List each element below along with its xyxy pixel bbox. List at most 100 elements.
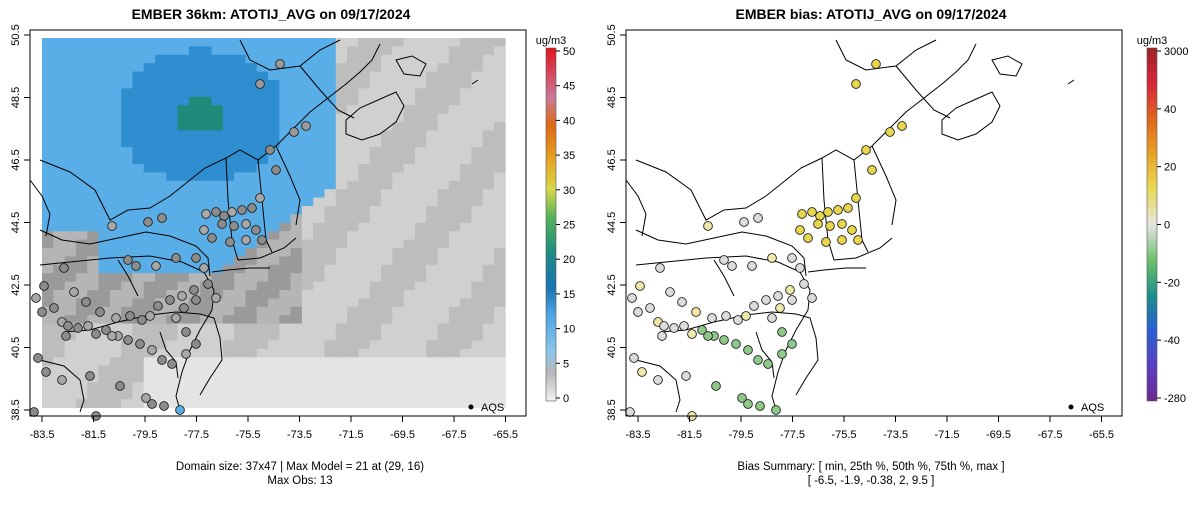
grid-cell bbox=[279, 231, 291, 240]
grid-cell bbox=[188, 365, 201, 375]
grid-cell bbox=[155, 365, 167, 375]
grid-cell bbox=[279, 138, 291, 148]
grid-cell bbox=[426, 323, 438, 333]
station-point bbox=[659, 321, 669, 331]
grid-cell bbox=[64, 222, 77, 232]
grid-cell bbox=[53, 147, 65, 156]
grid-cell bbox=[53, 130, 65, 140]
grid-cell bbox=[358, 46, 371, 56]
grid-cell bbox=[256, 189, 269, 198]
grid-cell bbox=[347, 332, 359, 341]
station-point bbox=[153, 301, 163, 311]
grid-cell bbox=[460, 239, 472, 249]
grid-cell bbox=[460, 180, 472, 190]
grid-cell bbox=[403, 298, 416, 308]
grid-cell bbox=[109, 46, 122, 56]
grid-cell bbox=[121, 306, 133, 316]
grid-cell bbox=[268, 231, 280, 240]
grid-cell bbox=[75, 138, 88, 148]
grid-cell bbox=[482, 63, 495, 72]
station-point bbox=[59, 263, 69, 273]
station-point bbox=[255, 79, 265, 89]
grid-cell bbox=[426, 63, 438, 72]
grid-cell bbox=[143, 264, 156, 274]
grid-cell bbox=[403, 306, 416, 316]
grid-cell bbox=[268, 281, 280, 291]
grid-cell bbox=[335, 281, 348, 291]
grid-cell bbox=[143, 180, 156, 190]
grid-cell bbox=[222, 88, 235, 98]
grid-cell bbox=[426, 88, 438, 98]
grid-cell bbox=[188, 96, 201, 106]
grid-cell bbox=[313, 340, 325, 350]
grid-cell bbox=[392, 281, 404, 291]
grid-cell bbox=[234, 323, 246, 333]
grid-cell bbox=[42, 189, 54, 198]
grid-cell bbox=[245, 38, 258, 47]
grid-cell bbox=[482, 122, 495, 131]
grid-cell bbox=[403, 323, 416, 333]
grid-cell bbox=[177, 38, 190, 47]
station-point bbox=[147, 399, 157, 409]
grid-cell bbox=[290, 172, 303, 182]
grid-cell bbox=[87, 96, 99, 106]
grid-cell bbox=[42, 290, 54, 299]
grid-cell bbox=[414, 54, 427, 64]
grid-cell bbox=[87, 189, 99, 198]
grid-cell bbox=[222, 365, 235, 375]
grid-cell bbox=[87, 248, 99, 257]
grid-cell bbox=[381, 96, 393, 106]
grid-cell bbox=[245, 374, 258, 383]
aqs-stations bbox=[29, 59, 311, 421]
grid-cell bbox=[414, 105, 427, 114]
grid-cell bbox=[121, 222, 133, 232]
station-point bbox=[123, 255, 133, 265]
grid-cell bbox=[494, 382, 506, 392]
grid-cell bbox=[268, 172, 280, 182]
grid-cell bbox=[200, 138, 212, 148]
grid-cell bbox=[245, 189, 258, 198]
grid-cell bbox=[358, 374, 371, 383]
grid-cell bbox=[290, 122, 303, 131]
grid-cell bbox=[245, 180, 258, 190]
grid-cell bbox=[166, 63, 178, 72]
grid-cell bbox=[460, 382, 472, 392]
grid-cell bbox=[369, 197, 382, 207]
grid-cell bbox=[166, 382, 178, 392]
grid-cell bbox=[143, 54, 156, 64]
grid-cell bbox=[448, 222, 461, 232]
grid-cell bbox=[279, 390, 291, 400]
grid-cell bbox=[121, 105, 133, 114]
grid-cell bbox=[301, 46, 314, 56]
grid-cell bbox=[290, 105, 303, 114]
grid-cell bbox=[109, 138, 122, 148]
grid-cell bbox=[177, 172, 190, 182]
grid-cell bbox=[460, 281, 472, 291]
grid-cell bbox=[494, 122, 506, 131]
station-point bbox=[797, 209, 807, 219]
grid-cell bbox=[87, 340, 99, 350]
grid-cell bbox=[494, 281, 506, 291]
grid-cell bbox=[132, 46, 145, 56]
grid-cell bbox=[313, 357, 325, 366]
grid-cell bbox=[64, 340, 77, 350]
grid-cell bbox=[301, 172, 314, 182]
grid-cell bbox=[324, 239, 337, 249]
grid-cell bbox=[324, 222, 337, 232]
grid-cell bbox=[403, 54, 416, 64]
station-point bbox=[719, 335, 729, 345]
grid-cell bbox=[494, 46, 506, 56]
grid-cell bbox=[155, 71, 167, 81]
grid-cell bbox=[87, 214, 99, 224]
grid-cell bbox=[448, 231, 461, 240]
grid-cell bbox=[347, 264, 359, 274]
grid-cell bbox=[109, 197, 122, 207]
grid-cell bbox=[471, 105, 484, 114]
station-point bbox=[217, 219, 227, 229]
grid-cell bbox=[279, 298, 291, 308]
grid-cell bbox=[347, 155, 359, 165]
grid-cell bbox=[211, 96, 224, 106]
grid-cell bbox=[482, 332, 495, 341]
grid-cell bbox=[256, 155, 269, 165]
